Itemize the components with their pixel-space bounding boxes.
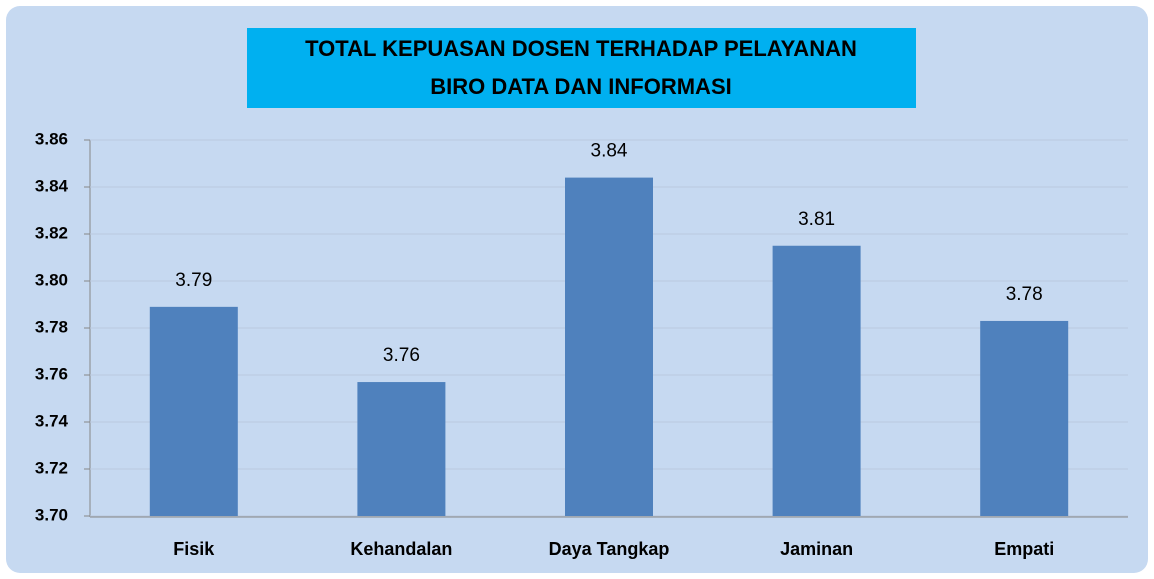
bar xyxy=(565,177,653,516)
value-label: 3.76 xyxy=(383,345,420,366)
y-tick-label: 3.82 xyxy=(35,223,68,242)
value-label: 3.79 xyxy=(175,270,212,291)
x-tick-label: Kehandalan xyxy=(350,539,452,559)
y-tick-label: 3.76 xyxy=(35,364,68,383)
chart-title: BIRO DATA DAN INFORMASI xyxy=(430,74,731,99)
bar xyxy=(149,306,238,516)
value-label: 3.81 xyxy=(798,209,835,230)
chart-title: TOTAL KEPUASAN DOSEN TERHADAP PELAYANAN xyxy=(305,36,857,61)
y-tick-label: 3.86 xyxy=(35,129,68,148)
y-tick-label: 3.70 xyxy=(35,505,68,524)
x-tick-label: Jaminan xyxy=(780,539,853,559)
x-tick-label: Empati xyxy=(994,539,1054,559)
value-label: 3.84 xyxy=(591,141,628,162)
x-tick-label: Fisik xyxy=(173,539,215,559)
bar xyxy=(357,382,446,516)
title-box xyxy=(247,28,916,108)
y-tick-label: 3.74 xyxy=(35,411,69,430)
y-tick-label: 3.80 xyxy=(35,270,68,289)
bar xyxy=(980,320,1069,516)
y-tick-label: 3.72 xyxy=(35,458,68,477)
value-label: 3.78 xyxy=(1006,284,1043,305)
y-tick-label: 3.84 xyxy=(35,176,69,195)
bar xyxy=(772,245,861,516)
x-tick-label: Daya Tangkap xyxy=(549,539,670,559)
y-tick-label: 3.78 xyxy=(35,317,68,336)
